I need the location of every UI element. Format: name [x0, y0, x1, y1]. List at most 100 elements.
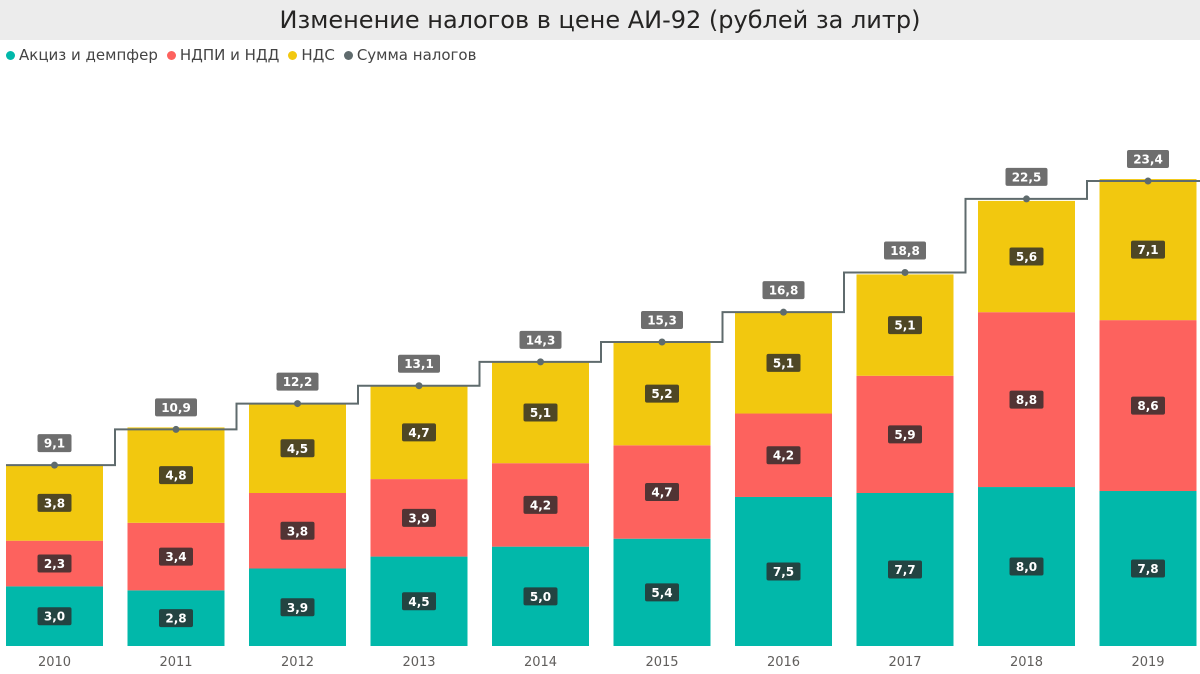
legend-item-total[interactable]: Сумма налогов	[343, 46, 477, 64]
data-label-mining-tax-2013: 3,9	[402, 508, 436, 527]
data-label-mining-tax-2011-bg	[159, 547, 193, 566]
data-label-mining-tax-2019-bg	[1131, 396, 1165, 415]
data-label-excise-2019: 7,8	[1131, 559, 1165, 578]
data-label-vat-2017: 5,1	[888, 316, 922, 335]
total-point-2010[interactable]	[51, 461, 58, 469]
legend-label-excise: Акциз и демпфер	[19, 46, 158, 64]
data-label-mining-tax-2011: 3,4	[159, 547, 193, 566]
data-label-excise-2013-bg	[402, 592, 436, 611]
data-label-mining-tax-2014-bg	[523, 495, 558, 514]
data-label-vat-2010-text: 3,8	[44, 496, 65, 510]
total-point-2012[interactable]	[294, 400, 301, 408]
data-label-vat-2018: 5,6	[1009, 247, 1044, 266]
x-tick-2016: 2016	[767, 655, 800, 670]
data-label-mining-tax-2015-text: 4,7	[651, 486, 672, 500]
data-label-mining-tax-2013-text: 3,9	[408, 511, 429, 525]
data-label-vat-2015-text: 5,2	[651, 387, 672, 401]
total-label-2012-text: 12,2	[283, 375, 313, 389]
legend-item-excise[interactable]: Акциз и демпфер	[6, 46, 158, 64]
data-label-vat-2017-text: 5,1	[894, 319, 915, 333]
data-label-excise-2014-bg	[523, 587, 558, 606]
total-label-2014: 14,3	[519, 330, 562, 349]
data-label-excise-2016-bg	[766, 562, 801, 581]
total-label-2017: 18,8	[884, 241, 926, 260]
data-label-excise-2016-text: 7,5	[773, 565, 794, 579]
data-label-vat-2015: 5,2	[645, 384, 679, 403]
data-label-excise-2018: 8,0	[1009, 557, 1044, 576]
total-label-2018: 22,5	[1005, 167, 1048, 186]
legend-marker-mining-tax	[166, 50, 176, 60]
total-point-2018[interactable]	[1023, 195, 1030, 203]
data-label-excise-2013: 4,5	[402, 592, 436, 611]
data-label-vat-2019: 7,1	[1131, 240, 1165, 259]
data-label-excise-2015-text: 5,4	[651, 586, 672, 600]
total-point-2013[interactable]	[415, 382, 423, 390]
data-label-mining-tax-2016-bg	[766, 446, 801, 465]
x-tick-2011: 2011	[159, 655, 192, 670]
data-label-excise-2019-text: 7,8	[1137, 562, 1158, 576]
data-label-mining-tax-2010: 2,3	[37, 554, 72, 573]
legend: Акциз и демпфер НДПИ и НДД НДС Сумма нал…	[6, 44, 476, 66]
x-tick-2010: 2010	[38, 655, 71, 670]
total-label-2019-text: 23,4	[1133, 153, 1163, 167]
data-label-vat-2010: 3,8	[37, 493, 72, 512]
legend-item-mining-tax[interactable]: НДПИ и НДД	[166, 46, 279, 64]
data-label-vat-2013: 4,7	[402, 423, 436, 442]
data-label-excise-2011: 2,8	[159, 609, 193, 628]
data-label-vat-2011: 4,8	[159, 466, 193, 485]
stacked-bar-chart: 3,0 2,3 3,8 2010 2,8 3,4 4,8 2011 3,9 3,8 4,5 2012 4…	[6, 150, 1200, 670]
data-label-vat-2014: 5,1	[523, 403, 558, 422]
data-label-vat-2013-text: 4,7	[408, 426, 429, 440]
legend-marker-total	[343, 50, 353, 60]
total-point-2011[interactable]	[172, 425, 180, 433]
data-label-excise-2012-text: 3,9	[287, 601, 308, 615]
legend-marker-excise	[6, 50, 15, 60]
total-label-2010: 9,1	[37, 434, 72, 453]
legend-label-vat: НДС	[301, 46, 335, 64]
total-label-2013: 13,1	[398, 354, 440, 373]
total-label-2014-bg	[519, 330, 562, 349]
data-label-excise-2012: 3,9	[280, 598, 315, 617]
data-label-vat-2016-text: 5,1	[773, 356, 794, 370]
total-point-2016[interactable]	[780, 308, 787, 316]
data-label-vat-2014-bg	[523, 403, 558, 422]
data-label-excise-2013-text: 4,5	[408, 595, 429, 609]
legend-label-total: Сумма налогов	[356, 46, 477, 64]
x-tick-2015: 2015	[645, 655, 678, 670]
data-label-vat-2017-bg	[888, 316, 922, 335]
data-label-excise-2011-bg	[159, 609, 193, 628]
total-point-2014[interactable]	[537, 358, 544, 366]
total-point-2019[interactable]	[1144, 177, 1152, 185]
x-tick-2019: 2019	[1131, 655, 1164, 670]
data-label-vat-2010-bg	[37, 493, 72, 512]
total-label-2011-bg	[155, 398, 197, 417]
x-tick-2017: 2017	[888, 655, 921, 670]
data-label-vat-2012-text: 4,5	[287, 442, 308, 456]
total-label-2015-text: 15,3	[647, 313, 677, 327]
x-tick-2018: 2018	[1010, 655, 1043, 670]
data-label-vat-2013-bg	[402, 423, 436, 442]
chart-title: Изменение налогов в цене АИ-92 (рублей з…	[279, 6, 921, 34]
data-label-excise-2015-bg	[645, 583, 679, 602]
data-label-mining-tax-2015-bg	[645, 483, 679, 502]
total-label-2019: 23,4	[1127, 150, 1169, 169]
data-label-mining-tax-2019: 8,6	[1131, 396, 1165, 415]
total-label-2012: 12,2	[276, 372, 319, 391]
data-label-excise-2010-bg	[37, 607, 72, 626]
data-label-excise-2018-bg	[1009, 557, 1044, 576]
data-label-mining-tax-2017-bg	[888, 425, 922, 444]
total-point-2017[interactable]	[901, 268, 909, 276]
data-label-mining-tax-2017-text: 5,9	[894, 428, 915, 442]
title-bar: Изменение налогов в цене АИ-92 (рублей з…	[0, 0, 1200, 40]
total-point-2015[interactable]	[658, 338, 666, 346]
data-label-vat-2019-text: 7,1	[1137, 243, 1158, 257]
data-label-excise-2017-text: 7,7	[894, 563, 915, 577]
legend-item-vat[interactable]: НДС	[288, 46, 335, 64]
data-label-excise-2016: 7,5	[766, 562, 801, 581]
data-label-vat-2011-text: 4,8	[165, 469, 186, 483]
data-label-excise-2014-text: 5,0	[530, 590, 551, 604]
total-label-2016: 16,8	[762, 281, 805, 300]
data-label-vat-2016-bg	[766, 353, 801, 372]
total-label-2016-bg	[762, 281, 805, 300]
total-label-2015-bg	[641, 310, 683, 329]
